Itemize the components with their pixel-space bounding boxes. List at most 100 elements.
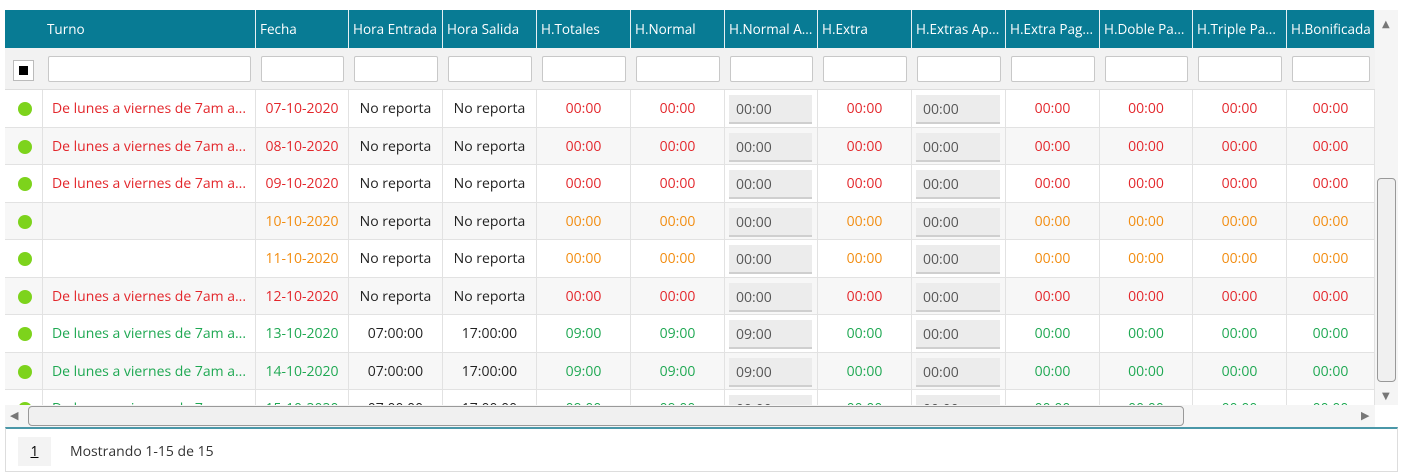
row-bg (5, 90, 1375, 128)
cell: 10-10-2020 (256, 202, 349, 240)
cell: 00:00 (537, 90, 631, 128)
cell: No reporta (349, 277, 443, 315)
column-header[interactable]: H.Normal (631, 10, 725, 48)
cell: 00:00 (1193, 352, 1287, 390)
select-all[interactable] (13, 60, 34, 81)
cell: No reporta (443, 165, 537, 203)
cell: 00:00 (631, 127, 725, 165)
cell: 00:00 (818, 165, 912, 203)
row-bg (5, 165, 1375, 203)
cell: No reporta (443, 202, 537, 240)
filter-input[interactable] (1011, 56, 1095, 82)
h-thumb[interactable] (28, 406, 1184, 426)
column-header[interactable]: H.Extra Pag... (1006, 10, 1100, 48)
arrow-right[interactable]: ▶ (1361, 408, 1370, 423)
arrow-up[interactable]: ▲ (1382, 16, 1390, 30)
readonly-input: 00:00 (916, 395, 1000, 405)
column-header[interactable]: Fecha (256, 10, 349, 48)
cell: 00:00 (818, 390, 912, 405)
v-thumb[interactable] (1377, 178, 1396, 382)
cell: 00:00 (1287, 165, 1375, 203)
filter-input[interactable] (448, 56, 532, 82)
arrow-down[interactable]: ▼ (1382, 388, 1390, 402)
column-header[interactable]: H.Extras Ap... (912, 10, 1006, 48)
cell-border (912, 277, 1006, 315)
column-header[interactable]: H.Extra (818, 10, 912, 48)
filter-input[interactable] (1198, 56, 1282, 82)
cell: 00:00 (1193, 90, 1287, 128)
filter-input[interactable] (1105, 56, 1188, 82)
readonly-input: 00:00 (916, 132, 1000, 162)
v-scrollbar[interactable]: ▲ ▼ (1375, 10, 1398, 405)
filter-input[interactable] (917, 56, 1001, 82)
cell: 00:00 (1193, 165, 1287, 203)
cell: De lunes a viernes de 7am a... (43, 165, 256, 203)
cell: 00:00 (631, 90, 725, 128)
cell: 00:00 (1193, 277, 1287, 315)
row-sep (5, 277, 43, 315)
cell: 12-10-2020 (256, 277, 349, 315)
column-header[interactable]: Turno (43, 10, 256, 48)
cell: 00:00 (537, 277, 631, 315)
cell: 00:00 (631, 202, 725, 240)
cell: 00:00 (1006, 390, 1100, 405)
column-header[interactable]: H.Totales (537, 10, 631, 48)
filter-input[interactable] (48, 56, 251, 82)
row-sep (5, 315, 43, 353)
readonly-input: 09:00 (729, 357, 812, 387)
cell: 00:00 (818, 315, 912, 353)
row-sep (5, 202, 43, 240)
cell-border (725, 90, 818, 128)
filter-input[interactable] (354, 56, 438, 82)
column-header[interactable]: Hora Salida (443, 10, 537, 48)
row-bg (5, 202, 1375, 240)
readonly-input: 00:00 (916, 95, 1000, 124)
cell: 00:00 (1006, 277, 1100, 315)
cell: 07:00:00 (349, 315, 443, 353)
column-header[interactable]: H.Doble Pa... (1100, 10, 1193, 48)
cell: 00:00 (1287, 240, 1375, 278)
checkbox-fill (19, 66, 28, 75)
cell (43, 240, 256, 278)
filter-input[interactable] (542, 56, 626, 82)
h-scrollbar[interactable]: ◀ ▶ (5, 405, 1375, 427)
cell-border (912, 390, 1006, 405)
cell: 00:00 (631, 277, 725, 315)
cell-border (912, 90, 1006, 128)
cell: 00:00 (1100, 165, 1193, 203)
cell-border (912, 240, 1006, 278)
cell: 00:00 (1287, 127, 1375, 165)
cell: 00:00 (537, 127, 631, 165)
cell: No reporta (443, 240, 537, 278)
cell: De lunes a viernes de 7am a... (43, 90, 256, 128)
column-header[interactable]: H.Bonificada (1287, 10, 1375, 48)
cell: 00:00 (1100, 240, 1193, 278)
row-bg (5, 315, 1375, 353)
row-sep (5, 127, 43, 165)
cell: No reporta (349, 240, 443, 278)
cell: 00:00 (1006, 315, 1100, 353)
column-header[interactable]: H.Normal A... (725, 10, 818, 48)
filter-input[interactable] (261, 56, 344, 82)
cell: 00:00 (1100, 90, 1193, 128)
cell: 07:00:00 (349, 390, 443, 405)
page-button[interactable]: 1 (18, 437, 51, 466)
cell: 00:00 (818, 90, 912, 128)
column-header[interactable]: H.Triple Pa... (1193, 10, 1287, 48)
cell: 00:00 (537, 240, 631, 278)
filter-input[interactable] (823, 56, 907, 82)
cell-border (725, 240, 818, 278)
row-sep (5, 90, 43, 128)
column-header[interactable]: Hora Entrada (349, 10, 443, 48)
cell: De lunes a viernes de 7am a... (43, 127, 256, 165)
readonly-input: 00:00 (916, 245, 1000, 274)
filter-input[interactable] (636, 56, 720, 82)
readonly-input: 00:00 (729, 170, 812, 199)
cell: De lunes a viernes de 7am a... (43, 315, 256, 353)
cell: 17:00:00 (443, 315, 537, 353)
filter-input[interactable] (730, 56, 813, 82)
arrow-left[interactable]: ◀ (10, 408, 19, 423)
filter-input[interactable] (1292, 56, 1370, 82)
cell: 00:00 (1006, 240, 1100, 278)
